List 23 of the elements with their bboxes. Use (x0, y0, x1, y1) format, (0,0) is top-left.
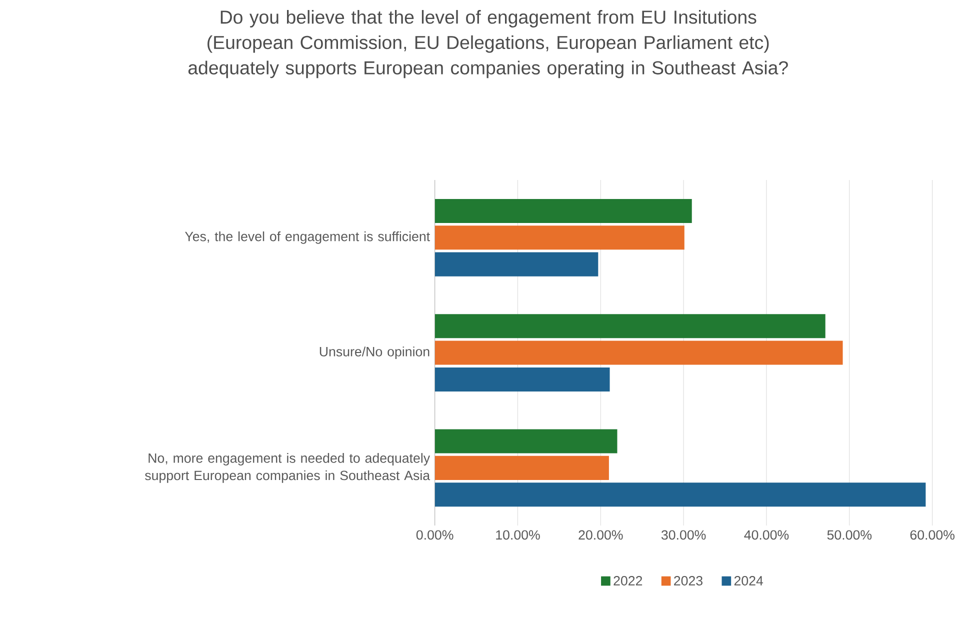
chart-title: Do you believe that the level of engagement from EU Insitutions (European Commission, EU Delegations, European Parliament etc) adequately supports European companies operating in Southeast Asia? (188, 10, 788, 78)
x-tick-label: 30.00% (661, 530, 706, 540)
x-tick-label: 50.00% (827, 530, 872, 540)
y-tick-label: Unsure/No opinion (320, 346, 430, 360)
x-tick-label: 20.00% (578, 530, 623, 540)
x-tick-label: 40.00% (744, 530, 789, 540)
bar (434, 314, 826, 338)
bar (434, 368, 610, 392)
legend-label: 2024 (734, 576, 764, 586)
y-tick-label: Yes, the level of engagement is sufficient (184, 232, 430, 244)
x-tick-label: 0.00% (416, 530, 454, 540)
x-tick-label: 10.00% (496, 530, 540, 540)
legend-label: 2022 (614, 576, 642, 586)
bar (434, 341, 843, 366)
bar (434, 226, 684, 250)
bar (434, 199, 692, 224)
bar (434, 429, 618, 454)
y-tick-label: No, more engagement is needed to adequately support European companies in Southeast Asia (145, 453, 430, 484)
bar (434, 252, 598, 277)
x-tick-label: 60.00% (910, 530, 954, 540)
bar (434, 456, 609, 480)
bar (434, 482, 926, 507)
legend-label: 2023 (674, 576, 702, 586)
